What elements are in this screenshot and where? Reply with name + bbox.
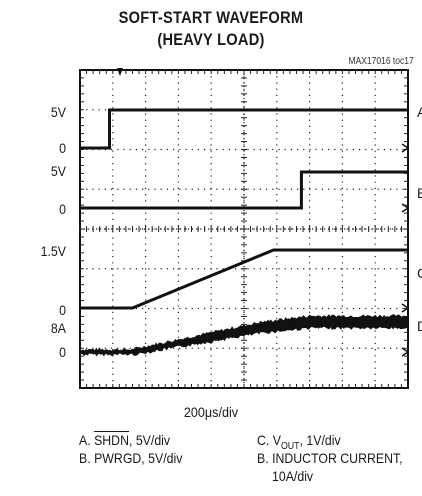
ch-a-tag: A: [417, 104, 422, 120]
ground-marker: [401, 203, 410, 213]
legend-d-scale: 10A/div: [272, 468, 314, 484]
ch-b-zero-label: 0: [59, 201, 66, 217]
legend-c: C. VOUT, 1V/div: [257, 432, 341, 452]
ground-marker: [401, 143, 410, 153]
ch-d-zero-label: 0: [59, 344, 66, 360]
trace-shdn: [80, 108, 408, 150]
trigger-marker: [117, 68, 123, 76]
ch-b-tag: B: [417, 185, 422, 201]
time-base-label: 200μs/div: [183, 404, 239, 420]
ch-c-top-label: 1.5V: [40, 243, 66, 259]
ch-c-tag: C: [417, 265, 422, 281]
ch-d-top-label: 8A: [50, 320, 66, 336]
ch-a-top-label: 5V: [50, 104, 66, 120]
legend-d: B. INDUCTOR CURRENT,: [257, 450, 403, 466]
ground-marker: [401, 303, 410, 313]
figure-code: MAX17016 toc17: [348, 56, 414, 67]
ch-c-zero-label: 0: [59, 302, 66, 318]
legend-b: B. PWRGD, 5V/div: [79, 450, 183, 466]
trace-inductor-current: [79, 314, 409, 357]
chart-subtitle: (HEAVY LOAD): [157, 30, 265, 49]
ch-a-zero-label: 0: [59, 140, 66, 156]
chart-title: SOFT-START WAVEFORM: [118, 8, 304, 27]
ground-marker: [401, 347, 410, 357]
trace-vout: [80, 248, 408, 310]
ch-b-top-label: 5V: [50, 163, 66, 179]
legend-a: A. SHDN, 5V/div: [79, 432, 171, 448]
trace-pwrgd: [80, 170, 408, 210]
ch-d-tag: D: [417, 318, 422, 334]
